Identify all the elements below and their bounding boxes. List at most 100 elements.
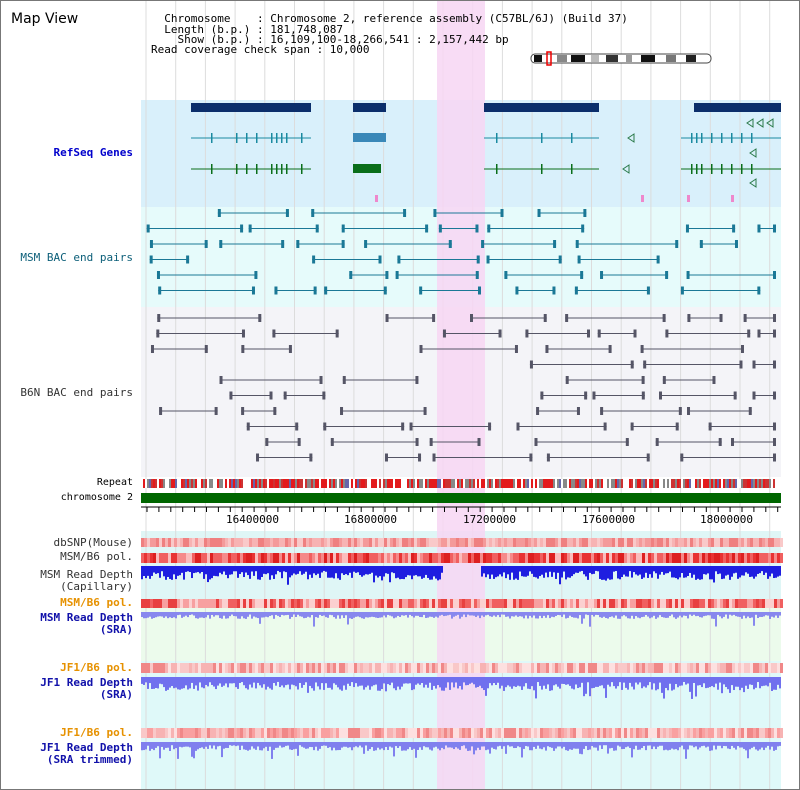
density-cell: [657, 538, 660, 547]
exon-mark: [541, 164, 543, 174]
depth-bar: [379, 677, 381, 691]
depth-bar: [623, 566, 625, 575]
track-label-chromosome[interactable]: chromosome 2: [60, 492, 133, 503]
bac-end-mark: [686, 271, 690, 279]
depth-bar: [153, 742, 155, 751]
depth-bar: [195, 566, 197, 573]
track-label-refseq-genes[interactable]: RefSeq Genes: [53, 146, 133, 159]
depth-bar: [707, 677, 709, 688]
density-cell: [462, 553, 465, 563]
exon-mark: [281, 164, 283, 174]
bac-end-mark: [425, 224, 429, 233]
repeat-segment: [561, 479, 563, 488]
bac-end-mark: [665, 329, 669, 338]
track-label-jf1-b6-pol-1[interactable]: JF1/B6 pol.: [60, 661, 133, 674]
track-label-repeat[interactable]: Repeat: [96, 477, 133, 488]
repeat-segment: [453, 479, 455, 488]
density-cell: [333, 538, 336, 547]
track-label-jf1-read-depth-sra[interactable]: JF1 Read Depth: [40, 676, 133, 689]
density-cell: [351, 538, 354, 547]
bac-end-mark: [641, 376, 645, 384]
depth-bar: [361, 566, 363, 577]
depth-bar: [743, 612, 745, 616]
depth-bar: [583, 612, 585, 619]
depth-bar: [181, 566, 183, 573]
density-cell: [195, 728, 198, 738]
density-cell: [369, 599, 372, 608]
depth-bar: [411, 677, 413, 691]
depth-bar: [253, 612, 255, 617]
depth-bar: [267, 566, 269, 574]
track-label-jf1-read-depth-trimmed[interactable]: JF1 Read Depth: [40, 741, 133, 754]
depth-bar: [157, 742, 159, 747]
repeat-segment: [465, 479, 467, 488]
track-label-msm-b6-pol-2[interactable]: MSM/B6 pol.: [60, 596, 133, 609]
track-label-dbsnp[interactable]: dbSNP(Mouse): [53, 536, 133, 549]
bac-end-mark: [288, 345, 292, 353]
density-cell: [237, 538, 240, 547]
density-cell: [513, 663, 516, 673]
density-cell: [543, 663, 546, 673]
depth-bar: [623, 677, 625, 683]
track-label-msm-read-depth-capillary[interactable]: MSM Read Depth: [40, 568, 133, 581]
depth-bar: [257, 566, 259, 580]
depth-bar: [453, 612, 455, 617]
track-label-b6n-bac-end-pairs[interactable]: B6N BAC end pairs: [20, 386, 133, 399]
repeat-segment: [585, 479, 587, 488]
repeat-segment: [537, 479, 539, 488]
depth-bar: [517, 612, 519, 617]
depth-bar: [651, 742, 653, 750]
density-cell: [753, 553, 756, 563]
depth-bar: [305, 742, 307, 749]
depth-bar: [441, 566, 443, 573]
depth-bar: [329, 566, 331, 578]
bac-end-mark: [525, 329, 529, 338]
depth-bar: [193, 742, 195, 759]
depth-bar: [287, 742, 289, 746]
depth-bar: [543, 742, 545, 748]
density-cell: [435, 663, 438, 673]
depth-bar: [169, 566, 171, 579]
depth-bar: [291, 612, 293, 617]
density-cell: [624, 663, 627, 673]
depth-bar: [643, 612, 645, 617]
depth-bar: [225, 566, 227, 575]
depth-bar: [661, 677, 663, 693]
track-label-msm-bac-end-pairs[interactable]: MSM BAC end pairs: [20, 251, 133, 264]
bac-end-mark: [409, 422, 413, 431]
depth-bar: [277, 742, 279, 748]
depth-bar: [165, 742, 167, 748]
depth-bar: [271, 612, 273, 616]
depth-bar: [257, 612, 259, 619]
density-cell: [639, 728, 642, 738]
depth-bar: [717, 677, 719, 690]
depth-bar: [525, 566, 527, 577]
repeat-segment: [607, 479, 609, 488]
depth-bar: [541, 566, 543, 575]
density-cell: [624, 599, 627, 608]
density-cell: [705, 728, 708, 738]
density-cell: [447, 728, 450, 738]
depth-bar: [315, 742, 317, 747]
track-label-msm-b6-pol-1[interactable]: MSM/B6 pol.: [60, 550, 133, 563]
depth-bar: [143, 742, 145, 751]
depth-bar: [211, 742, 213, 749]
density-cell: [498, 663, 501, 673]
depth-bar: [495, 677, 497, 685]
depth-bar: [529, 566, 531, 572]
density-cell: [552, 663, 555, 673]
track-label-msm-read-depth-sra[interactable]: MSM Read Depth: [40, 611, 133, 624]
density-cell: [642, 599, 645, 608]
depth-bar: [777, 677, 779, 685]
density-cell: [354, 599, 357, 608]
density-cell: [594, 599, 597, 608]
density-cell: [459, 599, 462, 608]
depth-bar: [203, 677, 205, 689]
density-cell: [225, 599, 228, 608]
density-cell: [396, 663, 399, 673]
repeat-segment: [323, 479, 325, 488]
track-label-jf1-b6-pol-2[interactable]: JF1/B6 pol.: [60, 726, 133, 739]
density-cell: [354, 728, 357, 738]
density-cell: [267, 728, 270, 738]
